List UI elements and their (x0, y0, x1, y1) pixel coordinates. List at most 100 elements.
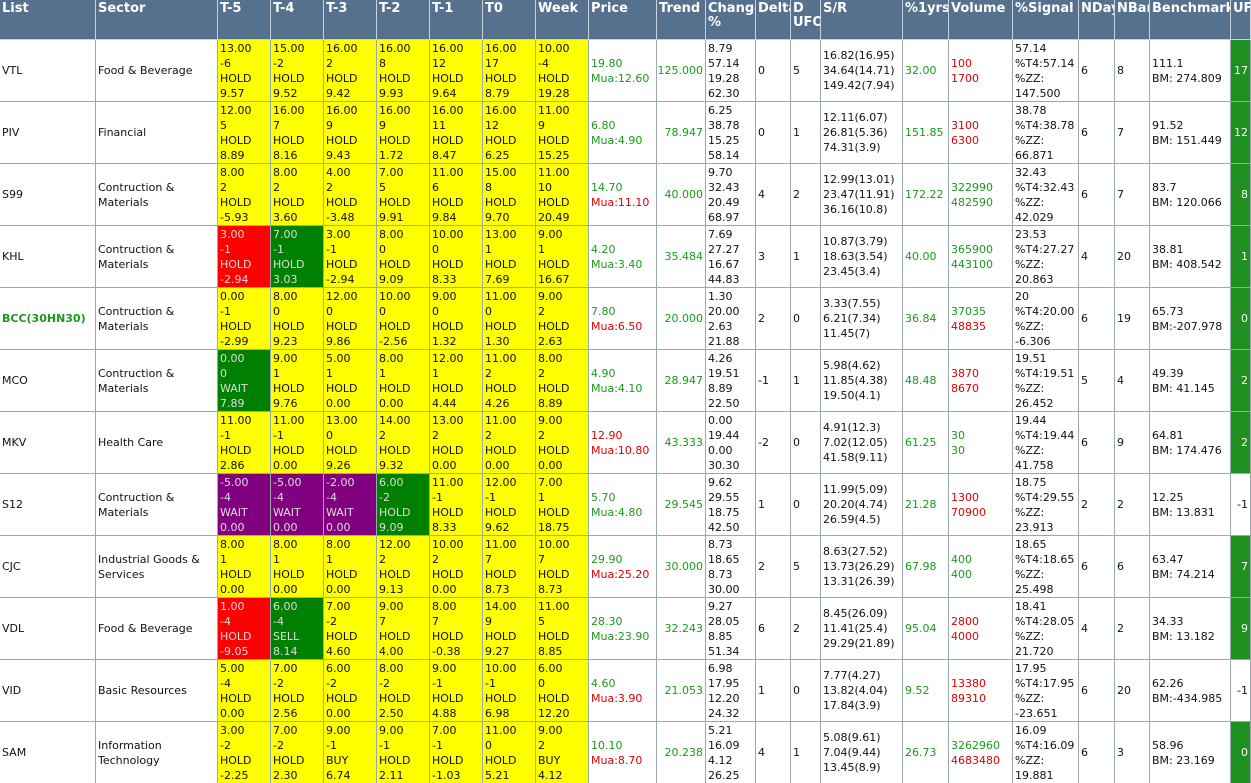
cell-text: 8.33 (432, 273, 457, 286)
signal-cell: 16.00 2 HOLD 9.42 (324, 40, 377, 102)
cell-text: BM: 23.169 (1152, 753, 1215, 767)
cell-text: 7.80 (591, 304, 616, 318)
cell-text: 91.52 (1152, 118, 1184, 132)
n-day: 6 (1079, 722, 1115, 783)
cell-text: 6 (1081, 188, 1088, 201)
signal-cell: 11.00 6 HOLD 9.84 (430, 164, 483, 226)
cell-text: 9 (379, 119, 386, 132)
cell-text: 26.81(5.36) (823, 126, 888, 139)
cell-text: 28.947 (664, 374, 704, 387)
n-day: 2 (1079, 474, 1115, 536)
cell-text: 6.00 (538, 662, 563, 675)
cell-text: 4000 (951, 629, 979, 643)
cell-text: 30.00 (708, 583, 740, 596)
cell-text: 89310 (951, 691, 986, 705)
signal-pct: 20 %T4:20.00 %ZZ: -6.306 (1013, 288, 1079, 350)
cell-text: 74.31(3.9) (823, 141, 881, 154)
cell-text: Financial (98, 126, 147, 139)
column-header: Change % (706, 0, 756, 40)
signal-cell: 8.00 0 HOLD 9.23 (271, 288, 324, 350)
cell-text: BM:-434.985 (1152, 691, 1223, 705)
cell-text: 20.20(4.74) (823, 498, 888, 511)
signal-cell: 16.00 8 HOLD 9.93 (377, 40, 430, 102)
cell-text: Contruction & Materials (98, 366, 175, 395)
uf: 9 (1231, 598, 1251, 660)
cell-text: 8.63(27.52) (823, 545, 888, 558)
change: 9.70 32.43 20.49 68.97 (706, 164, 756, 226)
cell-text: 1.30 (708, 290, 733, 303)
cell-text: 3.00 (326, 228, 351, 241)
signal-cell: 12.00 1 HOLD 4.44 (430, 350, 483, 412)
cell-text: 0 (273, 305, 280, 318)
price: 7.80 Mua:6.50 (589, 288, 657, 350)
cell-text: 9.00 (379, 724, 404, 737)
cell-text: T0 (485, 1, 503, 16)
cell-text: 17 (1234, 64, 1248, 77)
cell-text: HOLD (379, 134, 411, 147)
signal-cell: 3.00 -2 HOLD -2.25 (218, 722, 271, 783)
cell-text: HOLD (432, 196, 464, 209)
cell-text: 4.60 (591, 676, 616, 690)
delta: 2 (756, 288, 791, 350)
cell-text: 2.63 (708, 320, 733, 333)
cell-text: 2 (485, 429, 492, 442)
cell-text: 10.00 (379, 290, 411, 303)
cell-text: Industrial Goods & Services (98, 552, 200, 581)
cell-text: -2 (326, 677, 337, 690)
signal-cell: 12.00 5 HOLD 8.89 (218, 102, 271, 164)
signal-cell: 11.00 9 HOLD 15.25 (536, 102, 589, 164)
column-header: Volume (949, 0, 1013, 40)
signal-pct: 19.51 %T4:19.51 %ZZ: 26.452 (1013, 350, 1079, 412)
change: 0.00 19.44 0.00 30.30 (706, 412, 756, 474)
cell-text: 2 (432, 553, 439, 566)
cell-text: 1 (432, 367, 439, 380)
cell-text: 8.00 (220, 538, 245, 551)
volume: 3870 8670 (949, 350, 1013, 412)
cell-text: 19.50(4.1) (823, 389, 881, 402)
support-resistance: 12.11(6.07) 26.81(5.36) 74.31(3.9) (821, 102, 903, 164)
signal-pct: 19.44 %T4:19.44 %ZZ: 41.758 (1013, 412, 1079, 474)
cell-text: 0.00 (220, 352, 245, 365)
cell-text: 100 (951, 56, 972, 70)
signal-cell: 16.00 7 HOLD 8.16 (271, 102, 324, 164)
cell-text: -2 (220, 739, 231, 752)
signal-cell: 10.00 0 HOLD -2.56 (377, 288, 430, 350)
cell-text: 9.00 (273, 352, 298, 365)
signal-cell: 16.00 9 HOLD 9.43 (324, 102, 377, 164)
cell-text: NDay (1081, 1, 1114, 16)
change: 5.21 16.09 4.12 26.25 (706, 722, 756, 783)
cell-text: 2 (758, 560, 765, 573)
cell-text: 2 (793, 188, 800, 201)
ticker: MCO (0, 350, 96, 412)
trend: 21.053 (657, 660, 706, 722)
d-ufo: 5 (791, 536, 821, 598)
cell-text: 8.16 (273, 149, 298, 162)
signal-cell: 11.00 0 HOLD 1.30 (483, 288, 536, 350)
cell-text: HOLD (432, 692, 464, 705)
cell-text: Trend (659, 1, 701, 16)
cell-text: 18.75 (1015, 476, 1047, 489)
cell-text: 2 (220, 181, 227, 194)
cell-text: VID (2, 684, 22, 697)
signal-cell: 7.00 -2 HOLD 4.60 (324, 598, 377, 660)
cell-text: 12.25 (1152, 490, 1184, 504)
signal-cell: 7.00 -2 HOLD 2.30 (271, 722, 324, 783)
trend: 78.947 (657, 102, 706, 164)
cell-text: 4.26 (708, 352, 733, 365)
column-header: T0 (483, 0, 536, 40)
cell-text: 19.44 (1015, 414, 1047, 427)
cell-text: Information Technology (98, 738, 162, 767)
cell-text: 9.52 (905, 684, 930, 697)
support-resistance: 5.98(4.62) 11.85(4.38) 19.50(4.1) (821, 350, 903, 412)
trend: 35.484 (657, 226, 706, 288)
cell-text: 0.00 (485, 459, 510, 472)
cell-text: 5.70 (591, 490, 616, 504)
cell-text: HOLD (485, 134, 517, 147)
cell-text: HOLD (538, 630, 570, 643)
cell-text: HOLD (379, 196, 411, 209)
cell-text: HOLD (432, 134, 464, 147)
cell-text: T-5 (220, 1, 242, 16)
cell-text: 65.73 (1152, 304, 1184, 318)
benchmark: 34.33 BM: 13.182 (1150, 598, 1231, 660)
cell-text: 6.98 (485, 707, 510, 720)
